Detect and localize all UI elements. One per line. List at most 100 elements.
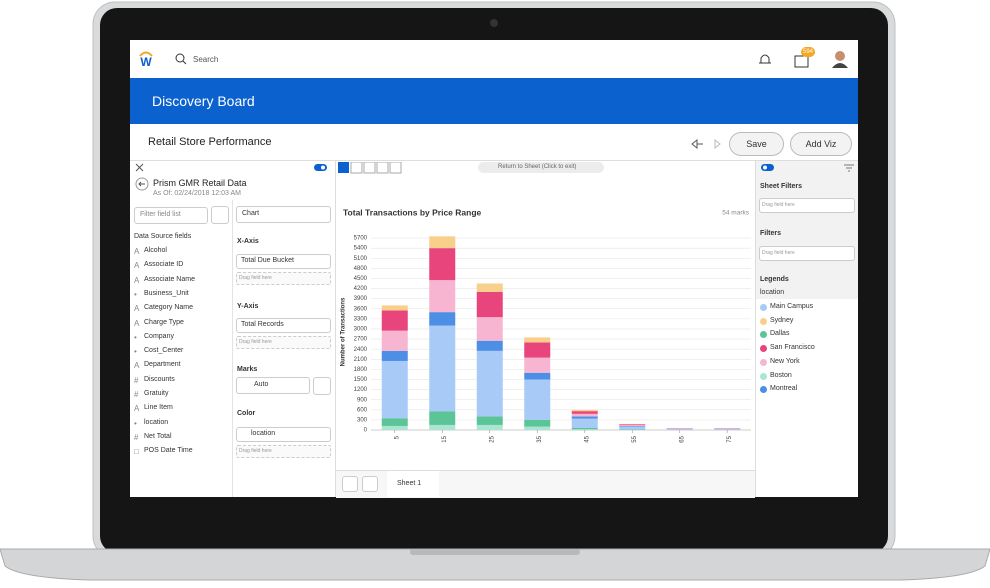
marks-select[interactable] (236, 377, 310, 394)
banner (130, 78, 858, 124)
bar-segment (524, 426, 551, 430)
avatar[interactable] (832, 50, 848, 68)
return-button-bg (478, 162, 604, 173)
y-tick-label: 1500 (354, 377, 368, 383)
bar-segment (619, 424, 646, 426)
legend-label[interactable]: New York (770, 357, 800, 365)
x-tick-label: 5 (394, 435, 400, 439)
bar-segment (429, 325, 456, 412)
filter-input[interactable] (134, 207, 208, 224)
bar-segment (524, 337, 551, 343)
return-button[interactable]: Return to Sheet (Click to exit) (498, 164, 577, 170)
field-type-icon: A (134, 361, 140, 371)
legend-label[interactable]: Montreal (770, 385, 798, 393)
field-item[interactable]: Company (144, 332, 174, 340)
filters-panel (756, 161, 858, 299)
bar-segment (381, 360, 408, 419)
legend-swatch (760, 331, 767, 339)
y-tick-label: 3000 (354, 327, 368, 333)
bar-segment (429, 411, 456, 425)
field-item[interactable]: Cost_Center (144, 347, 184, 355)
field-item[interactable]: Gratuity (144, 390, 169, 397)
x-field: Total Due Bucket (241, 257, 294, 264)
sheet-list[interactable] (362, 476, 378, 492)
field-item[interactable]: Associate ID (144, 261, 184, 269)
legend-label[interactable]: Dallas (770, 330, 790, 338)
field-item[interactable]: Associate Name (144, 275, 195, 283)
save-button[interactable]: Save (729, 132, 784, 156)
search-box[interactable]: Search (193, 55, 219, 64)
field-type-icon: # (134, 390, 139, 399)
bar-segment (429, 280, 456, 313)
drop-zone[interactable] (759, 246, 855, 261)
bar-segment (429, 424, 456, 430)
back-button[interactable] (135, 177, 149, 191)
bar-segment (429, 236, 456, 249)
chart-kind: Chart (242, 210, 260, 217)
x-tick-label: 15 (442, 435, 448, 442)
legend-label[interactable]: San Francisco (770, 344, 815, 352)
drop-zone[interactable] (759, 198, 855, 213)
field-item[interactable]: Charge Type (144, 318, 184, 326)
bell-icon[interactable] (758, 52, 772, 68)
legend-title: location (760, 289, 785, 296)
bar-segment (429, 312, 456, 326)
bar-segment (381, 350, 408, 361)
y-tick-label: 2400 (354, 347, 368, 353)
legend-label[interactable]: Main Campus (770, 303, 814, 310)
undo-redo[interactable] (690, 138, 726, 150)
field-item[interactable]: POS Date Time (144, 447, 193, 455)
x-tick-label: 65 (679, 435, 685, 442)
color-field-pill[interactable] (236, 427, 331, 442)
y-tick-label: 600 (357, 407, 368, 413)
y-tick-label: 4500 (354, 276, 368, 282)
field-item[interactable]: Line Item (144, 404, 173, 412)
bar-segment (476, 340, 503, 351)
x-tick-label: 45 (584, 435, 590, 442)
field-item[interactable]: Business_Unit (144, 289, 189, 297)
add-sheet[interactable] (342, 476, 358, 492)
field-item[interactable]: Alcohol (144, 247, 167, 254)
color-label: Color (237, 410, 256, 417)
field-item[interactable]: Department (144, 361, 181, 369)
field-type-icon: • (134, 332, 137, 342)
board-title: Retail Store Performance (148, 136, 272, 148)
inbox-icon[interactable] (794, 54, 810, 68)
y-tick-label: 2100 (354, 357, 368, 363)
y-field-pill[interactable] (236, 318, 331, 333)
field-item[interactable]: Discounts (144, 375, 175, 383)
search-icon[interactable] (175, 53, 187, 65)
legend-label[interactable]: Sydney (770, 316, 794, 324)
bar-segment (476, 291, 503, 318)
y-tick-label: 3300 (354, 316, 368, 322)
field-type-icon: A (134, 404, 140, 414)
bar-segment (429, 248, 456, 281)
y-tick-label: 0 (364, 428, 368, 434)
legend-label[interactable]: Boston (770, 371, 792, 379)
color-field: location (251, 430, 276, 437)
settings-button[interactable] (211, 206, 229, 224)
y-tick-label: 900 (357, 397, 368, 403)
x-field-pill[interactable] (236, 254, 331, 269)
add-viz-button[interactable]: Add Viz (790, 132, 852, 156)
section-title[interactable]: Data Source fields (134, 233, 192, 240)
bar-segment (571, 416, 598, 419)
field-item[interactable]: Category Name (144, 304, 194, 312)
marks-count: 54 marks (722, 210, 749, 217)
chart-tools[interactable] (338, 162, 408, 174)
x-tick-label: 35 (537, 435, 543, 442)
field-item[interactable]: location (144, 418, 169, 426)
sheet-tab[interactable] (387, 471, 439, 497)
drop-zone[interactable] (236, 445, 331, 458)
marks-settings[interactable] (313, 377, 331, 395)
y-tick-label: 3600 (354, 306, 368, 312)
field-type-icon: A (134, 304, 140, 314)
field-type-icon: # (134, 375, 139, 385)
drop-zone[interactable] (236, 272, 331, 285)
dataset-name: Prism GMR Retail Data (153, 178, 247, 188)
chart-select[interactable] (236, 206, 331, 223)
field-item[interactable]: Net Total (144, 432, 172, 440)
logo: W (139, 51, 153, 69)
drop-zone[interactable] (236, 336, 331, 349)
